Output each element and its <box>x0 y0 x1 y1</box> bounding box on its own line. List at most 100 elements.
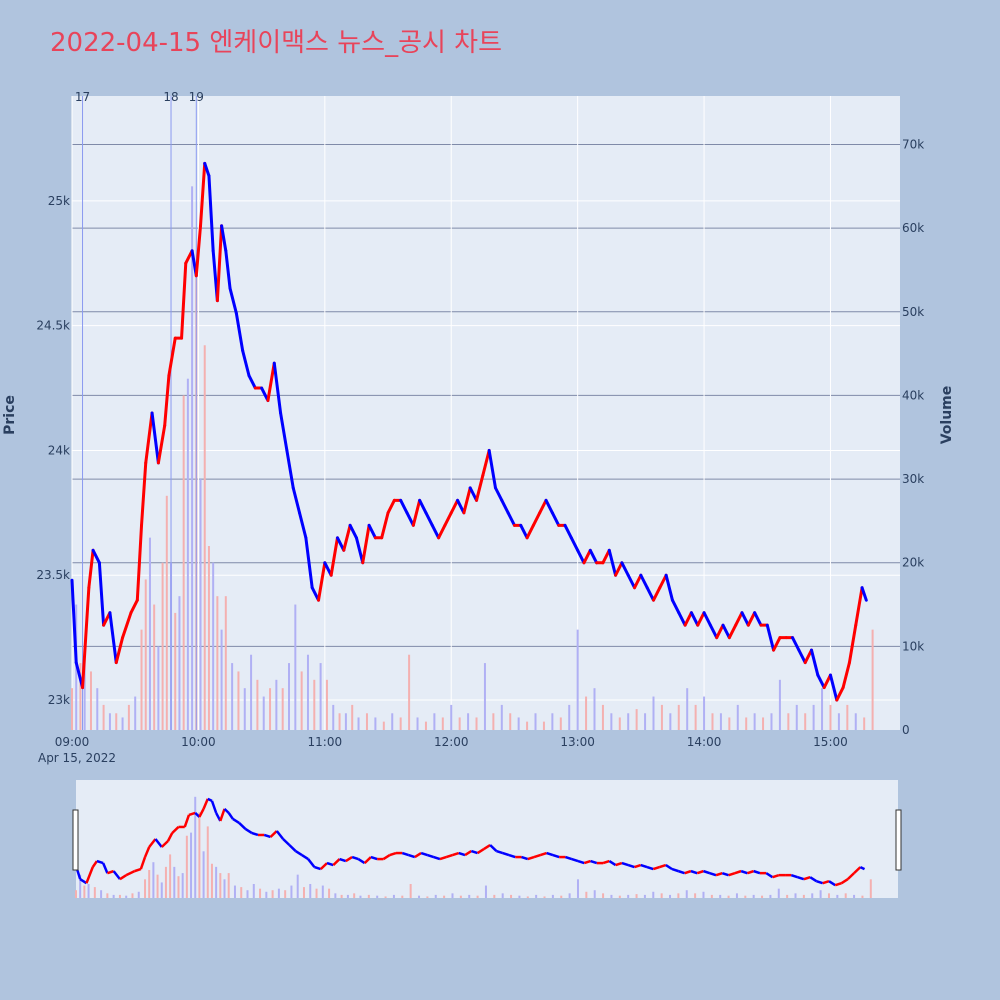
range-slider-handle-right[interactable] <box>895 809 902 871</box>
price-segment <box>791 636 801 652</box>
slider-price-segment <box>171 826 180 834</box>
slider-price-segment <box>577 859 585 865</box>
slider-volume-bar <box>418 895 421 898</box>
price-segment <box>203 161 211 178</box>
slider-volume-bar <box>259 888 262 898</box>
slider-price-segment <box>615 861 623 867</box>
slider-volume-bar <box>744 895 747 898</box>
slider-price-segment <box>370 855 378 861</box>
slider-price-segment <box>734 869 742 875</box>
slider-price-segment <box>227 812 234 820</box>
slider-price-segment <box>508 853 516 859</box>
slider-price-segment <box>326 861 334 867</box>
slider-price-segment <box>790 873 798 879</box>
volume-bar <box>593 688 596 730</box>
price-segment <box>658 573 668 590</box>
volume-bar <box>601 704 604 730</box>
slider-volume-bar <box>761 895 764 898</box>
slider-volume-bar <box>181 873 184 898</box>
volume-bar <box>644 713 647 730</box>
price-segment <box>135 523 144 602</box>
slider-volume-bar <box>819 890 822 898</box>
slider-price-segment <box>846 872 855 881</box>
slider-volume-bar <box>246 890 249 898</box>
slider-volume-bar <box>568 893 571 898</box>
volume-bar <box>96 688 99 730</box>
main-plot[interactable]: 23k 23.5k 24k 24.5k 25k 0 10k 20k 30k 40k 50k 60k 70… <box>36 90 924 749</box>
volume-bar <box>300 671 303 730</box>
volume-bar <box>475 717 478 730</box>
slider-price-segment <box>301 854 309 861</box>
time-tick-label: 11:00 <box>308 735 343 749</box>
slider-price-segment <box>476 847 485 855</box>
slider-price-segment <box>571 857 579 863</box>
price-segment <box>418 498 428 515</box>
slider-volume-bar <box>340 894 343 898</box>
volume-bar <box>140 629 143 730</box>
volume-bar <box>703 696 706 730</box>
volume-bar <box>294 604 297 730</box>
slider-volume-bar <box>869 879 872 898</box>
slider-volume-bar <box>353 893 356 898</box>
price-segment <box>194 224 203 278</box>
slider-price-segment <box>314 865 322 871</box>
slider-price-segment <box>134 867 142 873</box>
volume-bar <box>338 713 341 730</box>
volume-bar <box>153 604 156 730</box>
price-segment <box>721 623 731 640</box>
price-segment <box>150 411 160 465</box>
price-segment <box>531 511 542 527</box>
price-segment <box>449 498 460 515</box>
slider-volume-bar <box>148 869 151 898</box>
price-segment <box>519 523 529 540</box>
slider-volume-bar <box>376 895 379 898</box>
volume-bar <box>212 562 215 730</box>
price-segment <box>702 611 712 627</box>
slider-volume-bar <box>227 873 230 898</box>
range-slider[interactable] <box>72 780 902 898</box>
slider-volume-bar <box>735 893 738 898</box>
price-segment <box>816 673 826 690</box>
slider-price-segment <box>139 856 147 870</box>
slider-price-segment <box>803 875 811 881</box>
slider-price-segment <box>420 851 428 857</box>
price-segment <box>645 586 655 602</box>
price-segment <box>626 573 637 590</box>
price-segment <box>462 486 472 515</box>
time-tick-label: 15:00 <box>813 735 848 749</box>
volume-bar <box>207 545 210 730</box>
volume-bar <box>237 671 240 730</box>
slider-price-segment <box>502 851 510 857</box>
slider-price-segment <box>816 879 824 885</box>
volume-bar <box>288 663 291 730</box>
slider-volume-bar <box>252 883 255 898</box>
slider-price-segment <box>307 858 316 868</box>
price-segment <box>746 611 757 627</box>
price-segment <box>167 336 177 378</box>
price-segment <box>493 486 504 502</box>
range-slider-handle-left[interactable] <box>72 809 79 871</box>
volume-bar <box>148 537 151 730</box>
slider-price-segment <box>715 871 723 877</box>
price-segment <box>506 511 516 527</box>
volume-bar <box>71 688 73 730</box>
price-segment <box>620 561 630 577</box>
price-segment <box>304 536 314 590</box>
volume-bar <box>694 704 697 730</box>
slider-volume-bar <box>560 895 563 898</box>
slider-volume-bar <box>510 894 513 898</box>
price-segment <box>121 611 133 640</box>
news-marker-label: 19 <box>189 90 204 104</box>
slider-price-segment <box>148 838 157 848</box>
price-segment <box>207 174 215 253</box>
volume-bar <box>526 721 529 730</box>
price-segment <box>241 349 251 378</box>
slider-volume-bar <box>635 894 638 898</box>
volume-bar <box>382 721 385 730</box>
volume-bar <box>199 479 202 730</box>
price-segment <box>266 361 276 403</box>
price-segment <box>810 648 820 677</box>
slider-volume-bar <box>83 885 86 898</box>
price-segment <box>689 611 700 627</box>
slider-volume-bar <box>137 891 140 898</box>
